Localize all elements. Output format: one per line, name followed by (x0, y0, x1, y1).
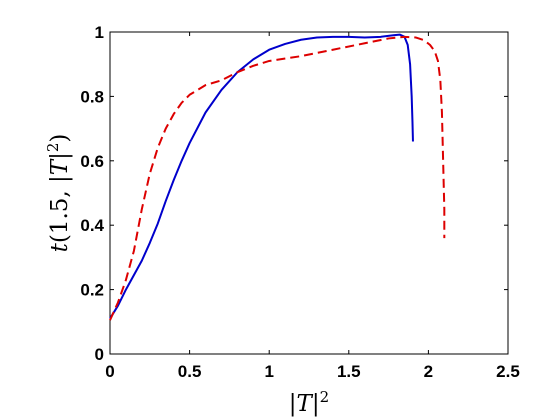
x-tick-label: 1 (264, 362, 273, 381)
y-axis-label: t(1.5, |T|2) (44, 134, 73, 253)
tick-label-layer: 0 0.5 1 1.5 2 2.5 0 0.2 0.4 0.6 0.8 1 (80, 23, 519, 381)
series-layer (109, 33, 446, 321)
y-tick-label: 0 (95, 345, 104, 364)
y-tick-label: 0.4 (80, 216, 104, 235)
x-tick-label: 0 (105, 362, 114, 381)
y-tick-label: 0.6 (80, 152, 104, 171)
plot-area (109, 31, 509, 355)
y-tick-label: 1 (95, 23, 104, 42)
x-tick-label: 2.5 (496, 362, 520, 381)
y-tick-label: 0.8 (80, 87, 104, 106)
x-tick-label: 0.5 (178, 362, 202, 381)
x-tick-label: 1.5 (337, 362, 361, 381)
tick-layer (109, 31, 509, 355)
x-axis-label: |T|2 (289, 388, 329, 417)
x-tick-label: 2 (424, 362, 433, 381)
y-tick-label: 0.2 (80, 281, 104, 300)
series-line-2 (109, 35, 446, 321)
